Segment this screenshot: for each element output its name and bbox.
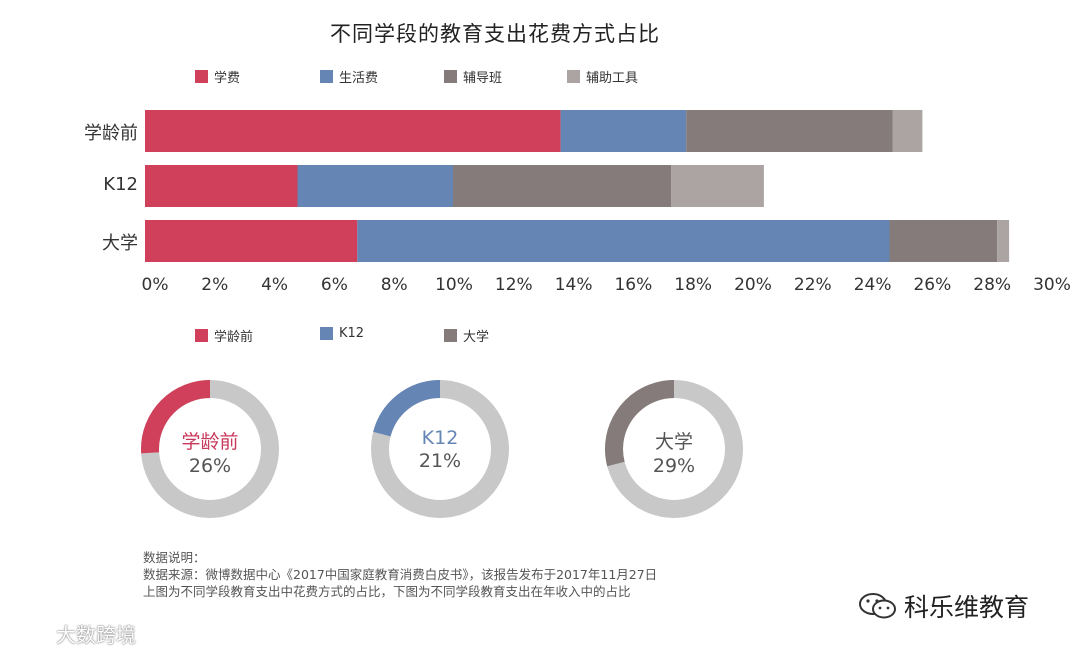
donut-label-1: 学龄前 26% (150, 427, 270, 477)
legend-label: 学费 (214, 71, 241, 86)
notes-heading: 数据说明： (143, 550, 206, 565)
bar-segment-2-2 (297, 165, 453, 207)
watermark-right-text: 科乐维教育 (904, 593, 1030, 622)
x-tick-label: 22% (793, 275, 832, 295)
legend-swatch (444, 70, 457, 83)
legend-bottom-item-2: K12 (320, 326, 364, 341)
x-tick-label: 12% (494, 275, 533, 295)
x-tick-label: 2% (201, 275, 229, 295)
x-tick-label: 18% (674, 275, 713, 295)
donut-label-3: 大学 29% (614, 427, 734, 477)
data-notes: 数据说明： 数据来源：微博数据中心《2017中国家庭教育消费白皮书》，该报告发布… (143, 549, 657, 600)
chart-title: 不同学段的教育支出花费方式占比 (330, 22, 660, 46)
donut-value: 21% (418, 450, 462, 472)
legend-label: 辅助工具 (586, 71, 639, 86)
legend-item-4: 辅助工具 (567, 67, 638, 86)
x-tick-label: 10% (435, 275, 473, 295)
x-tick-label: 28% (973, 275, 1012, 295)
x-tick-label: 8% (380, 275, 408, 295)
donut-value: 29% (652, 455, 696, 477)
bar-segment-2-3 (453, 165, 672, 207)
donut-slice-3 (605, 380, 743, 518)
wechat-icon (859, 593, 896, 619)
watermark-right: 科乐维教育 (858, 588, 1029, 624)
donut-name: 大学 (654, 431, 693, 453)
bar-segment-3-3 (889, 220, 998, 262)
x-tick-label: 16% (614, 275, 653, 295)
legend-label: 生活费 (339, 71, 379, 86)
notes-source: 数据来源：微博数据中心《2017中国家庭教育消费白皮书》，该报告发布于2017年… (143, 567, 658, 582)
x-tick-label: 30% (1033, 275, 1071, 295)
legend-item-2: 生活费 (320, 67, 378, 86)
x-tick-label: 0% (141, 275, 169, 295)
category-label: 学龄前 (84, 123, 138, 144)
legend-bottom-item-1: 学龄前 (195, 326, 253, 345)
legend-label: 学龄前 (214, 330, 254, 345)
bar-segment-2-1 (145, 165, 298, 207)
donut-value: 26% (188, 455, 232, 477)
legend-swatch (320, 70, 333, 83)
bar-segment-3-1 (145, 220, 358, 262)
bar-segment-1-3 (686, 110, 893, 152)
watermark-left: 大数跨境 (10, 619, 136, 648)
watermark-left-text: 大数跨境 (56, 623, 136, 647)
legend-item-1: 学费 (195, 67, 240, 86)
bar-segment-3-2 (357, 220, 890, 262)
legend-swatch (195, 329, 208, 342)
bar-segment-2-4 (671, 165, 764, 207)
legend-item-3: 辅导班 (444, 67, 502, 86)
bar-segment-1-4 (892, 110, 923, 152)
x-tick-label: 4% (261, 275, 289, 295)
legend-swatch (320, 327, 333, 340)
legend-swatch (195, 70, 208, 83)
x-tick-label: 14% (554, 275, 593, 295)
donut-name: 学龄前 (181, 431, 239, 453)
x-tick-label: 20% (734, 275, 772, 295)
donut-slice-1 (141, 380, 279, 518)
donut-label-2: K12 21% (380, 427, 500, 472)
legend-swatch (567, 70, 580, 83)
bar-segment-1-1 (145, 110, 561, 152)
x-tick-label: 26% (913, 275, 952, 295)
x-tick-label: 24% (853, 275, 892, 295)
legend-label: 大学 (463, 330, 490, 345)
weibo-icon (10, 624, 49, 642)
category-label: K12 (103, 174, 138, 195)
category-label: 大学 (102, 233, 138, 254)
x-tick-label: 6% (320, 275, 348, 295)
donut-name: K12 (421, 427, 459, 449)
bar-segment-1-2 (560, 110, 687, 152)
legend-label: K12 (339, 326, 365, 341)
legend-bottom-item-3: 大学 (444, 326, 489, 345)
bar-segment-3-4 (997, 220, 1010, 262)
legend-label: 辅导班 (463, 71, 503, 86)
notes-description: 上图为不同学段教育支出中花费方式的占比，下图为不同学段教育支出在年收入中的占比 (143, 584, 631, 599)
legend-swatch (444, 329, 457, 342)
donut-slice-2 (371, 380, 509, 518)
